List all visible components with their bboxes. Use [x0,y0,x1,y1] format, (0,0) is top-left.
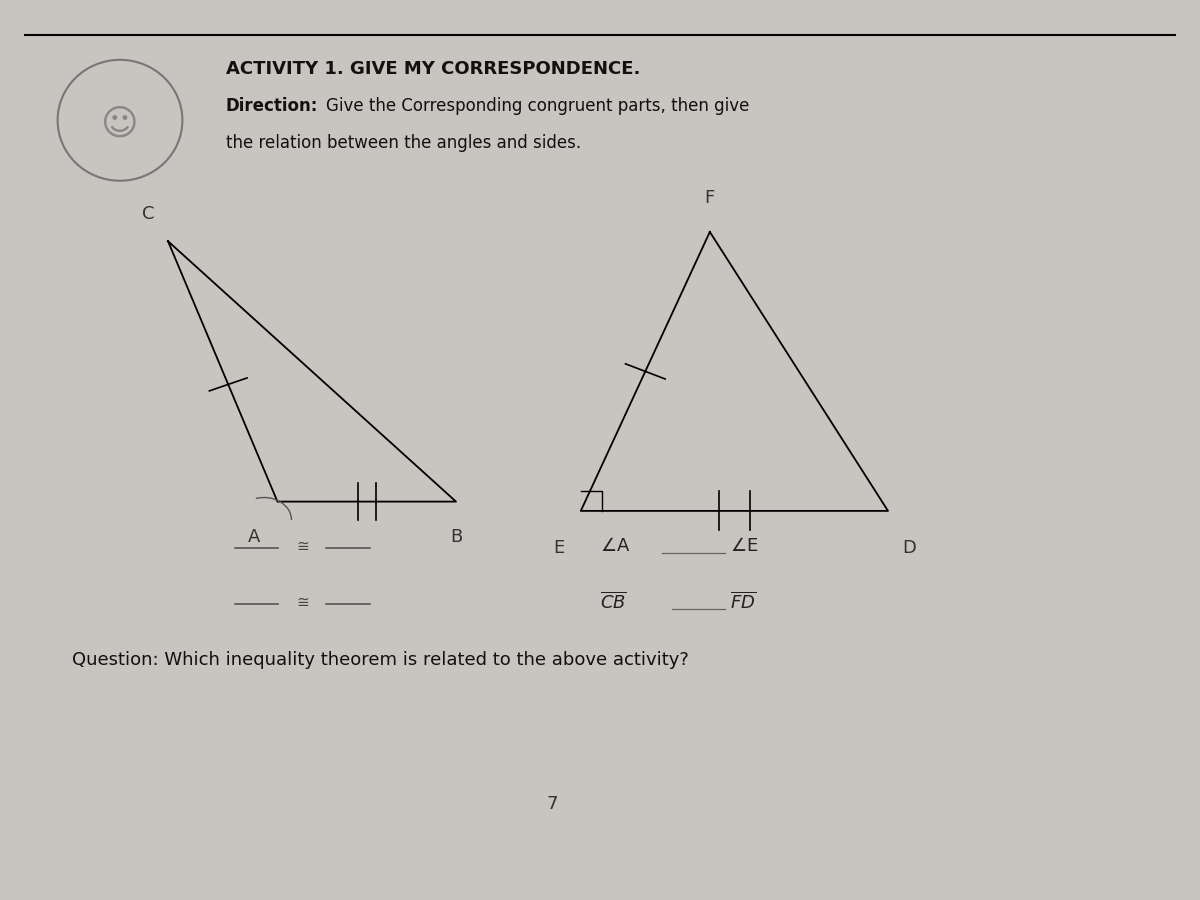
Text: B: B [450,527,462,545]
Text: Direction:: Direction: [226,97,318,115]
Text: ≅: ≅ [296,539,308,554]
Text: D: D [902,539,917,557]
Text: $\overline{FD}$: $\overline{FD}$ [730,591,756,612]
Text: ≅: ≅ [296,595,308,609]
Text: A: A [248,527,260,545]
Text: $\overline{CB}$: $\overline{CB}$ [600,591,626,612]
Text: 7: 7 [546,795,558,813]
Text: the relation between the angles and sides.: the relation between the angles and side… [226,134,581,152]
Text: E: E [553,539,565,557]
Text: Give the Corresponding congruent parts, then give: Give the Corresponding congruent parts, … [326,97,750,115]
Text: C: C [142,205,154,223]
Text: $\angle$E: $\angle$E [730,537,758,555]
Text: ☺: ☺ [101,108,139,142]
Text: F: F [704,189,715,207]
Text: Question: Which inequality theorem is related to the above activity?: Question: Which inequality theorem is re… [72,651,689,669]
Text: ACTIVITY 1. GIVE MY CORRESPONDENCE.: ACTIVITY 1. GIVE MY CORRESPONDENCE. [226,59,640,77]
Text: $\angle$A: $\angle$A [600,537,630,555]
